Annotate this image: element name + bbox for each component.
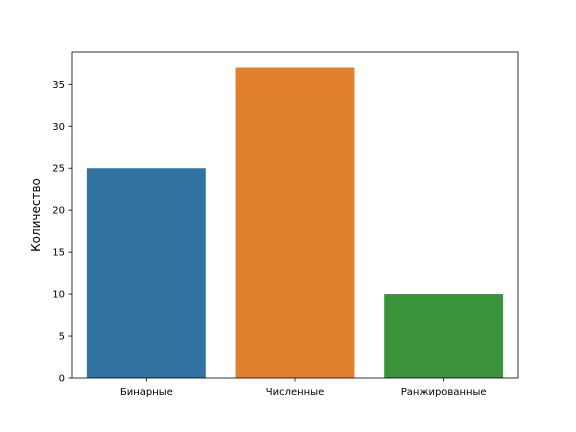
bars-group (86, 67, 504, 379)
y-axis: 0 5 10 15 20 25 30 35 (52, 80, 72, 385)
y-tick-label-7: 35 (52, 80, 65, 91)
bar-2 (384, 294, 504, 378)
y-tick-label-4: 20 (52, 206, 65, 217)
y-tick-label-6: 30 (52, 122, 65, 133)
bar-1 (235, 67, 355, 379)
y-tick-label-2: 10 (52, 290, 65, 301)
x-axis: Бинарные Численные Ранжированные (120, 378, 487, 398)
x-tick-label-2: Ранжированные (401, 387, 487, 398)
x-tick-label-0: Бинарные (120, 387, 173, 398)
bar-0 (86, 168, 206, 378)
y-axis-label: Количество (29, 178, 43, 252)
y-tick-label-5: 25 (52, 164, 65, 175)
y-tick-label-1: 5 (59, 332, 65, 343)
y-tick-label-0: 0 (59, 374, 65, 385)
plot-frame (71, 51, 519, 379)
x-tick-label-1: Численные (266, 387, 325, 398)
y-tick-label-3: 15 (52, 248, 65, 259)
